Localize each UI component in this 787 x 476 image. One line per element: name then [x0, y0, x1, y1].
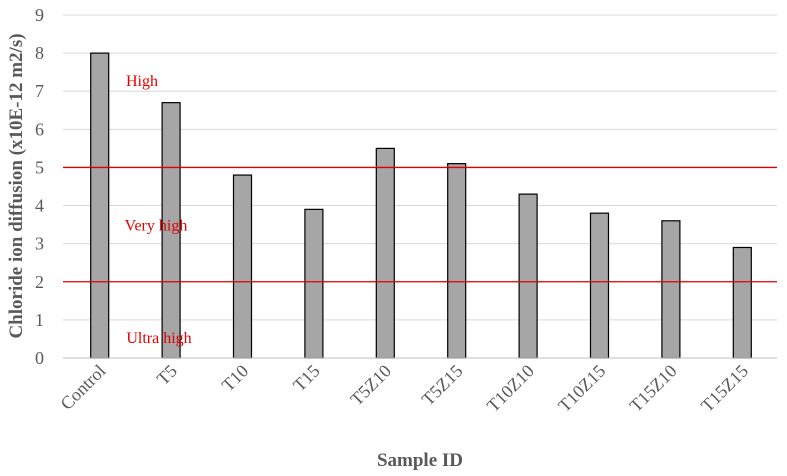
zone-label: Very high — [125, 218, 188, 235]
x-tick-label: T5 — [153, 361, 181, 389]
y-tick-label: 2 — [35, 272, 44, 292]
zone-label: Ultra high — [126, 330, 191, 347]
x-tick-label: Control — [56, 361, 109, 414]
bar-t10z15 — [589, 212, 610, 359]
y-tick-label: 9 — [35, 5, 44, 25]
bar-t5z15 — [447, 163, 467, 359]
bar-control — [90, 52, 110, 359]
y-axis-title: Chloride ion diffusion (x10E-12 m2/s) — [6, 33, 27, 338]
bar-t5z10 — [375, 147, 395, 359]
threshold-lines — [63, 166, 777, 283]
x-tick-label: T10 — [218, 361, 253, 396]
x-tick-labels: Control T5 T10 T15 T5Z10 T5Z15 T10Z10 T10Z15 T15… — [56, 361, 752, 416]
y-tick-label: 3 — [35, 234, 44, 254]
x-tick-label: T10Z10 — [483, 361, 538, 416]
x-axis-title: Sample ID — [377, 450, 463, 471]
x-tick-label: T15Z10 — [626, 361, 681, 416]
x-tick-label: T15Z15 — [697, 361, 752, 416]
x-tick-label: T10Z15 — [554, 361, 609, 416]
bar-t15z10 — [661, 220, 681, 359]
zone-annotations: High Very high Ultra high — [125, 73, 192, 347]
bar-t10 — [232, 174, 253, 359]
y-tick-label: 8 — [35, 43, 44, 63]
bar-t15z15 — [732, 246, 752, 359]
x-tick-label: T5Z15 — [418, 361, 467, 410]
x-tick-label: T15 — [289, 361, 324, 396]
zone-label: High — [126, 73, 158, 90]
x-tick-label: T5Z10 — [346, 361, 395, 410]
y-tick-label: 0 — [35, 348, 44, 368]
y-tick-label: 4 — [35, 196, 44, 216]
y-tick-labels: 0 1 2 3 4 5 6 7 8 9 — [35, 5, 44, 368]
y-tick-label: 5 — [35, 157, 44, 177]
bar-t15 — [304, 208, 324, 359]
y-tick-label: 6 — [35, 119, 44, 139]
bar-t10z10 — [518, 193, 538, 359]
y-tick-label: 7 — [35, 81, 44, 101]
y-tick-label: 1 — [35, 310, 44, 330]
